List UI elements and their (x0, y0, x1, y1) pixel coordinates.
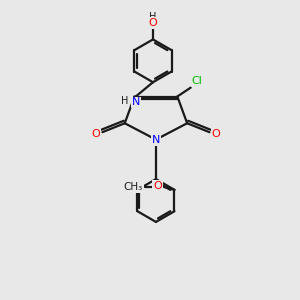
Text: Cl: Cl (192, 76, 203, 86)
Text: O: O (148, 18, 157, 28)
Text: CH₃: CH₃ (124, 182, 143, 192)
Text: O: O (153, 181, 162, 191)
Text: N: N (152, 135, 160, 145)
Text: O: O (212, 129, 220, 139)
Text: H: H (121, 96, 128, 106)
Text: N: N (132, 98, 140, 107)
Text: H: H (149, 12, 157, 22)
Text: O: O (92, 129, 100, 139)
